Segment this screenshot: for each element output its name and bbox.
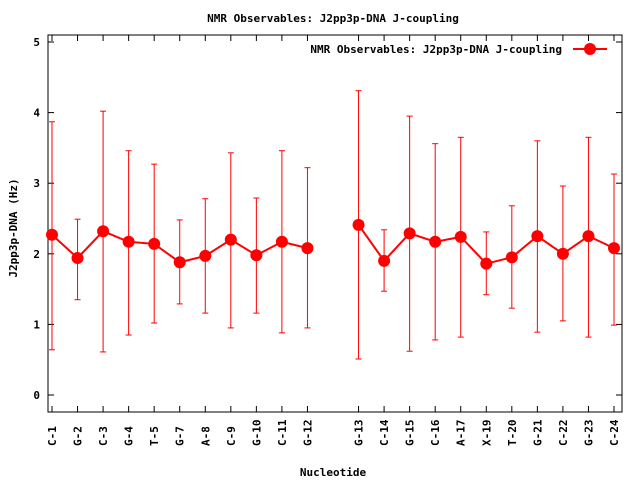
plot-frame bbox=[47, 34, 623, 413]
data-point bbox=[46, 228, 58, 241]
data-point bbox=[275, 235, 288, 248]
x-tick-label: C-3 bbox=[97, 426, 110, 446]
x-tick-label: G-13 bbox=[353, 420, 366, 447]
data-point bbox=[505, 251, 518, 264]
x-tick-label: A-17 bbox=[455, 420, 468, 447]
data-point bbox=[454, 230, 467, 243]
x-tick-label: C-16 bbox=[429, 419, 442, 446]
x-tick-label: G-4 bbox=[123, 426, 136, 446]
x-tick-label: C-14 bbox=[378, 419, 391, 446]
y-tick-label: 3 bbox=[33, 177, 40, 190]
data-point bbox=[122, 235, 135, 248]
y-tick-label: 2 bbox=[33, 248, 40, 261]
data-point bbox=[250, 249, 263, 262]
x-tick-label: C-9 bbox=[225, 426, 238, 446]
y-tick-label: 0 bbox=[33, 389, 40, 402]
x-tick-label: T-5 bbox=[148, 426, 161, 446]
x-tick-label: G-2 bbox=[72, 426, 85, 446]
x-tick-label: G-21 bbox=[531, 419, 544, 446]
data-point bbox=[301, 242, 314, 255]
y-tick-label: 5 bbox=[33, 36, 40, 49]
legend-label: NMR Observables: J2pp3p-DNA J-coupling bbox=[310, 43, 562, 56]
data-point bbox=[352, 218, 365, 231]
x-tick-label: G-23 bbox=[582, 420, 595, 447]
x-tick-label: X-19 bbox=[480, 420, 493, 447]
x-tick-label: G-12 bbox=[301, 420, 314, 447]
x-tick-label: G-15 bbox=[404, 420, 417, 447]
x-tick-label: G-7 bbox=[174, 426, 187, 446]
y-tick-label: 1 bbox=[33, 318, 40, 331]
x-tick-label: C-11 bbox=[276, 419, 289, 446]
data-point bbox=[556, 247, 569, 260]
data-point bbox=[148, 237, 161, 250]
data-point bbox=[582, 230, 595, 243]
x-tick-label: C-24 bbox=[608, 419, 621, 446]
data-point bbox=[97, 225, 110, 238]
x-tick-label: T-20 bbox=[506, 420, 519, 447]
data-point bbox=[608, 242, 620, 255]
x-tick-label: C-1 bbox=[46, 426, 59, 446]
x-tick-label: C-22 bbox=[557, 420, 570, 447]
chart-title: NMR Observables: J2pp3p-DNA J-coupling bbox=[207, 12, 459, 25]
legend-sample bbox=[573, 43, 607, 55]
data-point bbox=[378, 254, 391, 267]
data-point bbox=[71, 252, 84, 265]
x-tick-label: G-10 bbox=[250, 420, 263, 447]
data-point bbox=[173, 256, 186, 269]
x-tick-label: A-8 bbox=[199, 426, 212, 446]
data-point bbox=[403, 227, 416, 240]
x-axis-label: Nucleotide bbox=[300, 466, 367, 479]
data-point bbox=[480, 257, 493, 270]
y-tick-label: 4 bbox=[33, 107, 40, 120]
data-point bbox=[199, 249, 212, 262]
data-point bbox=[224, 233, 237, 246]
y-axis-label: J2pp3p-DNA (Hz) bbox=[7, 178, 20, 277]
data-point bbox=[531, 230, 544, 243]
data-point bbox=[429, 235, 442, 248]
